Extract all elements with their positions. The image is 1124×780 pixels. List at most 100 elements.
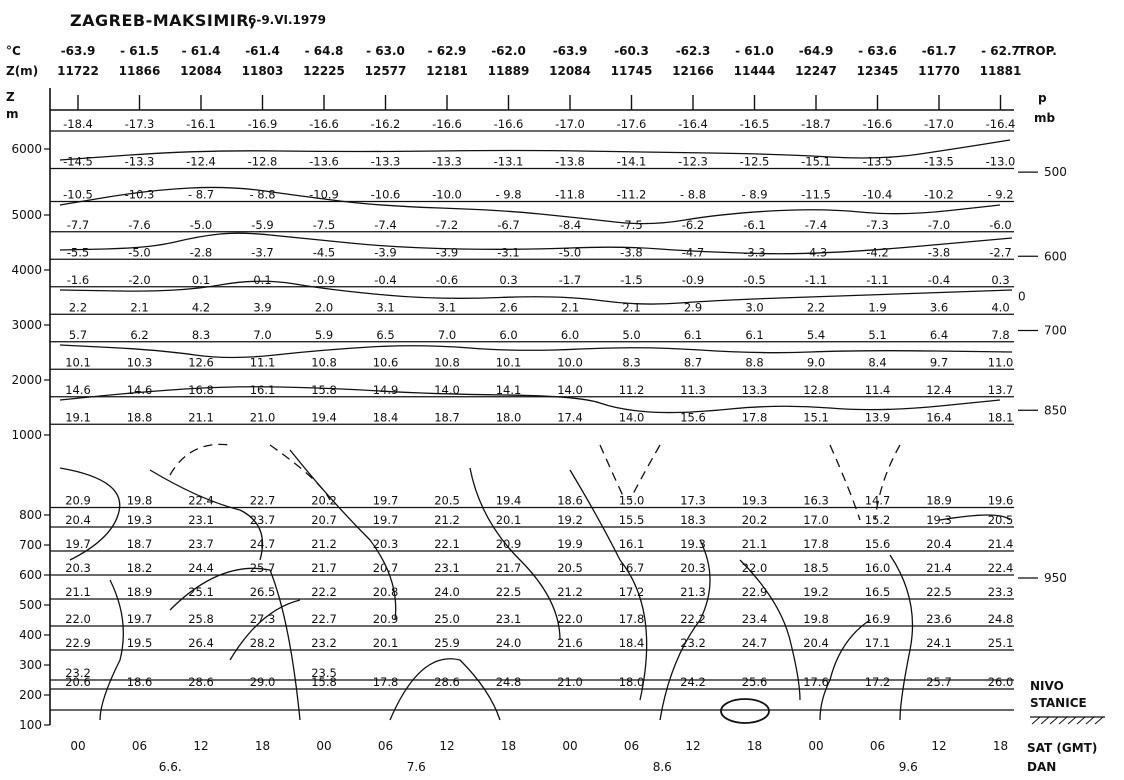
tropopause-height-12: 12247 (795, 64, 837, 78)
time-tick-label-6: 12 (439, 739, 454, 753)
temp-cell-18-0: 23.2 (65, 666, 91, 680)
time-tick-label-1: 06 (132, 739, 147, 753)
pressure-tick-label-2: 700 (1044, 324, 1067, 338)
temp-cell-13-1: 18.7 (127, 537, 153, 551)
tropopause-height-11: 11444 (734, 64, 776, 78)
tropopause-height-0: 11722 (57, 64, 99, 78)
chart-title: ZAGREB-MAKSIMIR, (70, 11, 256, 30)
temp-cell-19-13: 17.2 (865, 675, 891, 689)
isotherm-upper-5 (59, 386, 1001, 414)
temp-cell-14-1: 18.2 (127, 561, 153, 575)
temp-cell-4-8: -5.0 (559, 245, 581, 259)
temp-cell-6-4: 2.0 (315, 300, 333, 314)
temp-unit-label: °C (6, 44, 21, 58)
temp-cell-1-11: -12.5 (740, 155, 770, 169)
temp-cell-16-9: 17.8 (619, 612, 645, 626)
isotherm-lower-5 (659, 539, 711, 721)
temp-cell-9-2: 16.8 (188, 383, 214, 397)
temp-cell-2-10: - 8.8 (680, 188, 706, 202)
isotherm-upper-2 (59, 232, 1013, 255)
temp-cell-19-11: 25.6 (742, 675, 768, 689)
pressure-axis-unit: mb (1034, 111, 1056, 125)
temp-cell-2-15: - 9.2 (987, 188, 1013, 202)
temp-cell-14-14: 21.4 (926, 561, 952, 575)
temp-cell-8-6: 10.8 (434, 355, 460, 369)
temp-cell-3-6: -7.2 (436, 218, 458, 232)
temp-cell-13-8: 19.9 (557, 537, 583, 551)
temp-cell-15-4: 22.2 (311, 585, 337, 599)
isotherm-lower-7 (169, 567, 301, 721)
temp-cell-15-7: 22.5 (496, 585, 522, 599)
temp-cell-8-14: 9.7 (930, 355, 948, 369)
temp-cell-15-9: 17.2 (619, 585, 645, 599)
time-tick-label-2: 12 (193, 739, 208, 753)
temp-cell-2-9: -11.2 (617, 188, 647, 202)
temp-cell-19-5: 17.8 (373, 675, 399, 689)
temp-cell-7-15: 7.8 (991, 328, 1009, 342)
temp-cell-3-14: -7.0 (928, 218, 950, 232)
temp-cell-5-13: -1.1 (866, 273, 888, 287)
temp-cell-15-13: 16.5 (865, 585, 891, 599)
temp-cell-7-0: 5.7 (69, 328, 87, 342)
temp-cell-2-8: -11.8 (555, 188, 585, 202)
temp-cell-1-1: -13.3 (125, 155, 155, 169)
temp-cell-18-4: 23.5 (311, 666, 337, 680)
temp-cell-15-3: 26.5 (250, 585, 276, 599)
temp-cell-0-9: -17.6 (617, 117, 647, 131)
ground-hatch-2 (1049, 716, 1059, 725)
temp-cell-3-10: -6.2 (682, 218, 704, 232)
temp-cell-17-7: 24.0 (496, 636, 522, 650)
temp-cell-3-15: -6.0 (989, 218, 1011, 232)
temp-cell-1-4: -13.6 (309, 155, 339, 169)
temp-cell-7-4: 5.9 (315, 328, 333, 342)
temp-cell-6-2: 4.2 (192, 300, 210, 314)
height-tick-label-13: 100 (19, 718, 42, 732)
temp-cell-3-13: -7.3 (866, 218, 888, 232)
temp-cell-10-2: 21.1 (188, 410, 214, 424)
temp-cell-0-4: -16.6 (309, 117, 339, 131)
temp-cell-3-12: -7.4 (805, 218, 827, 232)
temp-cell-10-6: 18.7 (434, 410, 460, 424)
height-axis-label-z: Z (6, 90, 15, 104)
temp-cell-3-5: -7.4 (374, 218, 396, 232)
temp-cell-7-6: 7.0 (438, 328, 456, 342)
temp-cell-7-8: 6.0 (561, 328, 579, 342)
ground-hatch-1 (1040, 716, 1050, 725)
tropopause-height-9: 11745 (611, 64, 653, 78)
temp-cell-13-15: 21.4 (988, 537, 1014, 551)
height-tick-label-8: 600 (19, 568, 42, 582)
temp-cell-15-0: 21.1 (65, 585, 91, 599)
temp-cell-7-14: 6.4 (930, 328, 948, 342)
tropopause-height-3: 11803 (242, 64, 284, 78)
temp-cell-19-8: 21.0 (557, 675, 583, 689)
temp-cell-7-1: 6.2 (130, 328, 148, 342)
isotherm-lower-13 (939, 514, 1011, 521)
temp-cell-15-2: 25.1 (188, 585, 214, 599)
isotherm-dashed-2 (599, 444, 626, 501)
temp-cell-11-3: 22.7 (250, 494, 276, 508)
temp-cell-6-15: 4.0 (991, 300, 1009, 314)
temp-cell-7-2: 8.3 (192, 328, 210, 342)
temp-cell-8-13: 8.4 (868, 355, 886, 369)
temperature-values: -18.4 -17.3 -16.1 -16.9 -16.6 -16.2 -16.6 -16.6… (63, 117, 1015, 689)
temp-cell-15-12: 19.2 (803, 585, 829, 599)
tropopause-height-14: 11770 (918, 64, 960, 78)
time-tick-label-9: 06 (624, 739, 639, 753)
temp-cell-5-10: -0.9 (682, 273, 704, 287)
height-unit-label: Z(m) (6, 64, 38, 78)
temp-cell-13-6: 22.1 (434, 537, 460, 551)
temp-cell-0-6: -16.6 (432, 117, 462, 131)
height-tick-label-5: 1000 (11, 428, 42, 442)
temp-cell-17-4: 23.2 (311, 636, 337, 650)
temp-cell-9-13: 11.4 (865, 383, 891, 397)
tropopause-temp-11: - 61.0 (735, 44, 774, 58)
ground-label-stanice: STANICE (1030, 696, 1087, 710)
temp-cell-12-14: 19.3 (926, 513, 952, 527)
temp-cell-4-1: -5.0 (128, 245, 150, 259)
tropopause-temperatures: -63.9 - 61.5 - 61.4 -61.4 - 64.8 - 63.0 - 62.9… (61, 44, 1020, 58)
temp-cell-8-12: 9.0 (807, 355, 825, 369)
temp-cell-6-8: 2.1 (561, 300, 579, 314)
temp-cell-1-12: -15.1 (801, 155, 831, 169)
temp-cell-9-14: 12.4 (926, 383, 952, 397)
isotherm-dashed-0 (169, 443, 231, 476)
